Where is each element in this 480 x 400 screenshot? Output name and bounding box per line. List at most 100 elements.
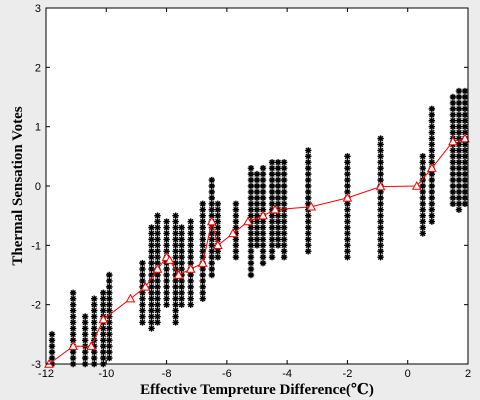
scatter-point <box>253 242 261 249</box>
x-tick-label: -4 <box>282 368 292 380</box>
scatter-point <box>377 188 384 196</box>
scatter-point <box>259 259 267 267</box>
x-tick-label: -10 <box>98 368 114 380</box>
scatter-point <box>208 200 215 207</box>
x-tick-label: -2 <box>343 368 353 380</box>
scatter-point <box>455 170 463 178</box>
scatter-point <box>419 224 426 231</box>
scatter-point <box>148 236 155 243</box>
scatter-point <box>259 182 267 190</box>
mean-point-marker <box>98 314 109 324</box>
scatter-point <box>48 348 56 356</box>
scatter-point <box>455 87 463 95</box>
scatter-point <box>154 248 161 255</box>
scatter-point <box>154 313 161 320</box>
y-tick-label: 0 <box>35 181 41 193</box>
scatter-point <box>199 242 206 249</box>
scatter-point <box>199 224 206 231</box>
scatter-point <box>148 248 155 255</box>
scatter-point <box>377 159 384 166</box>
scatter-point <box>305 212 312 219</box>
scatter-point <box>280 212 288 219</box>
scatter-point <box>232 248 240 255</box>
y-tick-label: -2 <box>31 300 41 312</box>
scatter-point <box>247 271 255 279</box>
scatter-point <box>69 325 77 332</box>
scatter-point <box>232 254 240 261</box>
mean-point-marker <box>125 293 136 303</box>
scatter-point <box>172 283 179 291</box>
scatter-point <box>139 307 146 314</box>
scatter-point <box>377 254 384 261</box>
scatter-point <box>259 165 267 172</box>
scatter-point <box>377 135 384 142</box>
scatter-point <box>344 188 351 196</box>
scatter-point <box>172 313 179 320</box>
scatter-point <box>377 242 384 249</box>
scatter-point <box>428 117 436 124</box>
scatter-point <box>154 271 161 279</box>
scatter-point <box>106 307 113 314</box>
scatter-point <box>199 277 206 285</box>
scatter-point <box>139 295 146 302</box>
scatter-point <box>154 254 161 261</box>
scatter-point <box>377 170 384 178</box>
scatter-point <box>247 248 255 255</box>
mean-point-marker <box>411 180 422 190</box>
scatter-point <box>81 337 89 344</box>
scatter-point <box>148 254 155 261</box>
scatter-point <box>449 194 457 202</box>
scatter-point <box>461 117 469 124</box>
scatter-point <box>208 212 215 219</box>
scatter-point <box>461 105 469 113</box>
scatter-point <box>428 188 436 196</box>
mean-point-marker <box>448 136 458 146</box>
scatter-point <box>187 295 194 302</box>
mean-point-marker <box>270 204 280 214</box>
scatter-point <box>199 283 206 291</box>
scatter-point <box>199 206 206 213</box>
scatter-point <box>274 218 282 225</box>
scatter-point <box>208 271 215 279</box>
mean-point-marker <box>86 341 97 350</box>
scatter-point <box>163 242 170 249</box>
mean-point-marker <box>206 216 217 226</box>
scatter-point <box>247 236 255 243</box>
scatter-point <box>268 194 276 202</box>
scatter-point <box>199 271 206 279</box>
scatter-point <box>449 93 457 101</box>
scatter-point <box>91 354 98 362</box>
scatter-point <box>461 147 469 154</box>
scatter-point <box>449 147 457 154</box>
scatter-point <box>268 212 276 219</box>
scatter-point <box>305 153 312 160</box>
scatter-point <box>428 141 436 148</box>
scatter-point <box>148 230 155 237</box>
scatter-point <box>280 200 288 207</box>
scatter-point <box>91 301 98 308</box>
scatter-point <box>91 343 98 350</box>
scatter-point <box>154 307 161 314</box>
y-tick-label: 1 <box>35 122 41 134</box>
scatter-point <box>178 295 185 302</box>
scatter-point <box>280 218 288 225</box>
mean-point-marker <box>426 163 437 172</box>
scatter-point <box>419 170 426 178</box>
scatter-point <box>268 165 276 172</box>
scatter-point <box>148 289 155 296</box>
scatter-point <box>178 277 185 285</box>
scatter-point <box>187 277 194 285</box>
scatter-point <box>274 236 282 243</box>
scatter-point <box>344 153 351 160</box>
scatter-point <box>253 206 261 213</box>
scatter-point <box>48 331 56 338</box>
scatter-point <box>172 289 179 296</box>
scatter-point <box>274 188 282 196</box>
scatter-point <box>100 289 107 296</box>
scatter-point <box>139 313 146 320</box>
scatter-point <box>232 200 240 207</box>
scatter-point <box>247 182 255 190</box>
scatter-point <box>81 331 89 338</box>
scatter-point <box>449 105 457 113</box>
scatter-point <box>344 200 351 207</box>
